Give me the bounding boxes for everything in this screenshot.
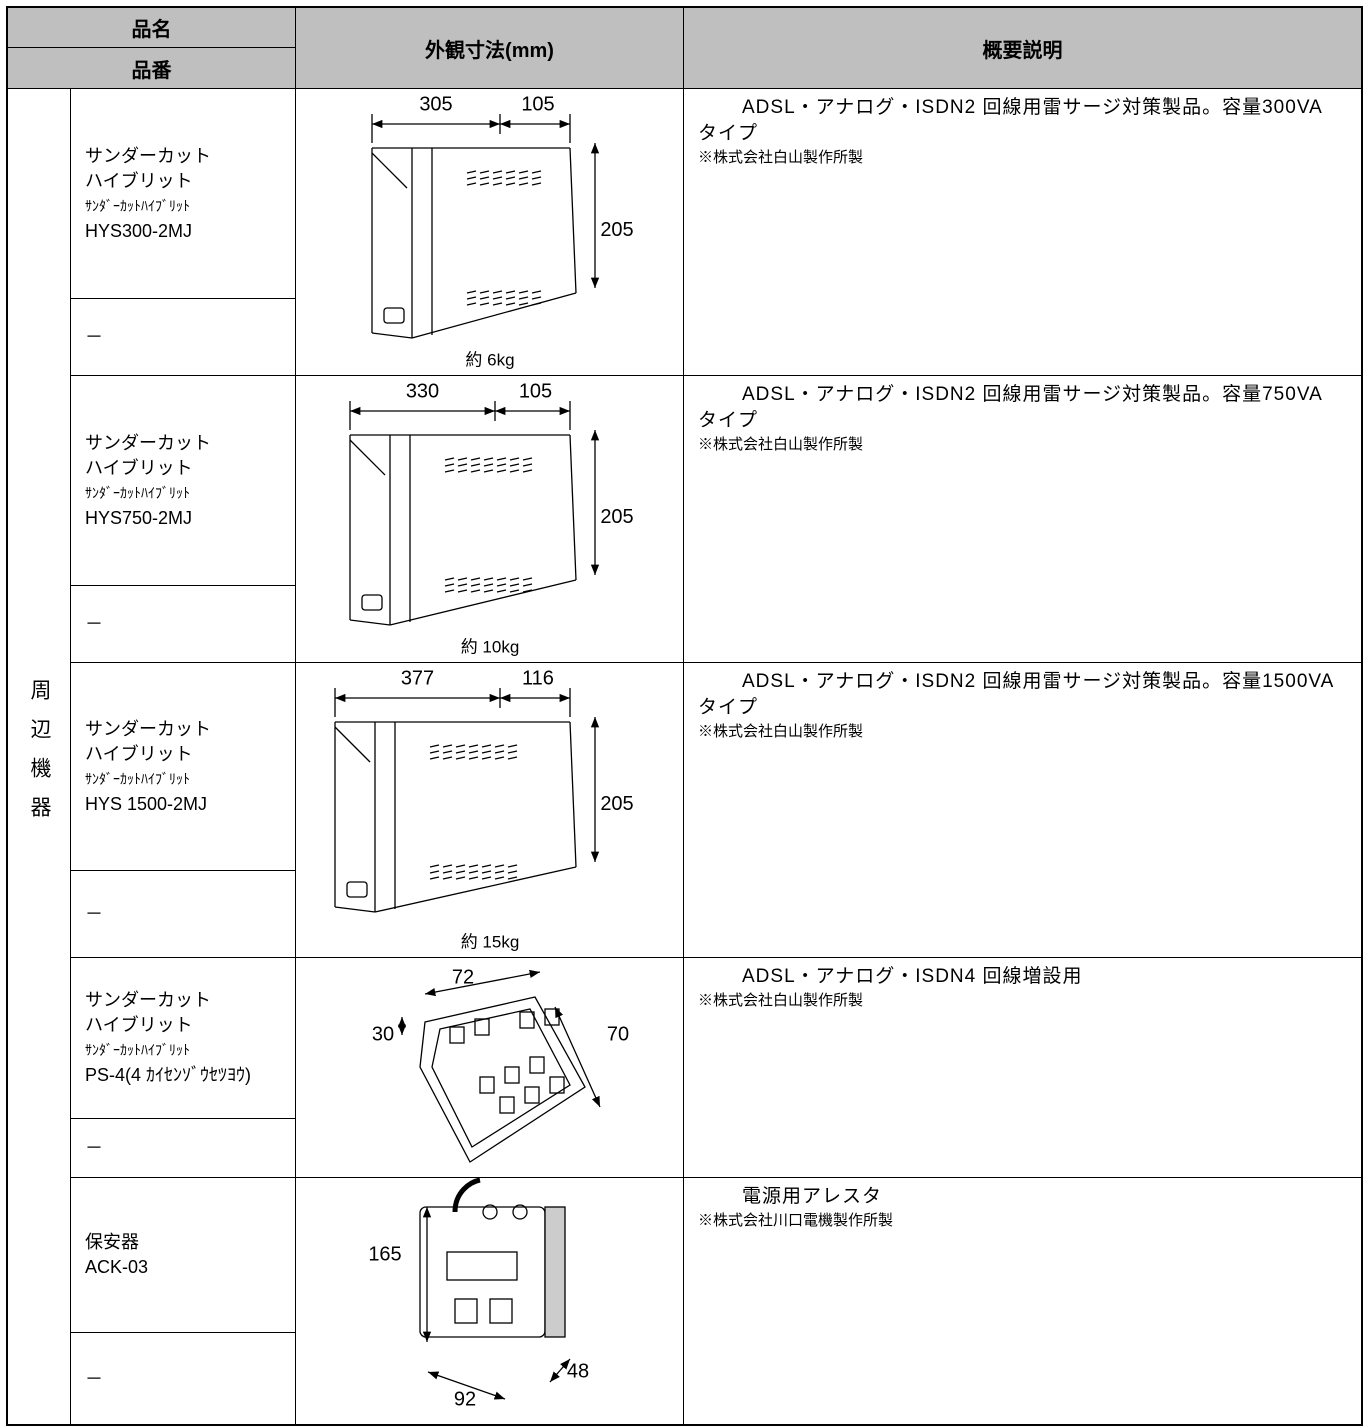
description-line: ※株式会社白山製作所製	[698, 149, 864, 166]
header-description: 概要説明	[683, 7, 1362, 89]
category-cell: 周辺機器	[7, 88, 71, 1425]
name-line: HYS 1500-2MJ	[85, 793, 208, 814]
name-line: ｻﾝﾀﾞｰｶｯﾄﾊｲﾌﾞﾘｯﾄ	[85, 770, 190, 787]
description-line: ※株式会社川口電機製作所製	[698, 1212, 894, 1229]
name-line: サンダーカット	[85, 432, 211, 453]
description-cell: ADSL・アナログ・ISDN2 回線用雷サージ対策製品。容量1500VA タイプ…	[683, 662, 1362, 958]
name-line: ハイブリット	[85, 457, 193, 478]
header-name: 品名	[7, 7, 296, 48]
description-line: ADSL・アナログ・ISDN2 回線用雷サージ対策製品。容量300VA タイプ	[698, 97, 1322, 144]
description-line: ADSL・アナログ・ISDN2 回線用雷サージ対策製品。容量750VA タイプ	[698, 384, 1322, 431]
number-cell: －	[70, 1332, 296, 1426]
name-line: HYS300-2MJ	[85, 220, 193, 241]
description-cell: ADSL・アナログ・ISDN4 回線増設用 ※株式会社白山製作所製	[683, 957, 1362, 1178]
name-line: サンダーカット	[85, 718, 211, 739]
description-line: ※株式会社白山製作所製	[698, 992, 864, 1009]
name-line: ｻﾝﾀﾞｰｶｯﾄﾊｲﾌﾞﾘｯﾄ	[85, 1042, 190, 1058]
number-cell: －	[70, 870, 296, 958]
number-cell: －	[70, 298, 296, 376]
description-cell: ADSL・アナログ・ISDN2 回線用雷サージ対策製品。容量300VA タイプ ※…	[683, 88, 1362, 376]
product-number: －	[85, 1137, 103, 1158]
header-number: 品番	[7, 47, 296, 89]
description-line: 電源用アレスタ	[742, 1186, 883, 1207]
description-cell: ADSL・アナログ・ISDN2 回線用雷サージ対策製品。容量750VA タイプ ※…	[683, 375, 1362, 663]
dimension-cell	[295, 957, 684, 1178]
product-number: －	[85, 1368, 103, 1389]
dimension-cell	[295, 375, 684, 663]
name-line: ハイブリット	[85, 170, 193, 191]
name-line: HYS750-2MJ	[85, 507, 193, 528]
name-cell: サンダーカット ハイブリット ｻﾝﾀﾞｰｶｯﾄﾊｲﾌﾞﾘｯﾄ HYS 1500-2MJ	[70, 662, 296, 871]
product-number: －	[85, 613, 103, 634]
product-number: －	[85, 903, 103, 924]
name-line: 保安器	[85, 1232, 139, 1252]
name-cell: サンダーカット ハイブリット ｻﾝﾀﾞｰｶｯﾄﾊｲﾌﾞﾘｯﾄ HYS750-2MJ	[70, 375, 296, 586]
description-line: ADSL・アナログ・ISDN2 回線用雷サージ対策製品。容量1500VA タイプ	[698, 671, 1334, 718]
name-cell: サンダーカット ハイブリット ｻﾝﾀﾞｰｶｯﾄﾊｲﾌﾞﾘｯﾄ HYS300-2MJ	[70, 88, 296, 299]
name-line: ハイブリット	[85, 743, 193, 764]
name-line: サンダーカット	[85, 990, 211, 1010]
dimension-cell	[295, 88, 684, 376]
name-line: ACK-03	[85, 1257, 149, 1277]
name-line: ハイブリット	[85, 1015, 193, 1035]
product-number: －	[85, 326, 103, 347]
dimension-cell	[295, 662, 684, 958]
description-line: ※株式会社白山製作所製	[698, 723, 864, 740]
name-line: ｻﾝﾀﾞｰｶｯﾄﾊｲﾌﾞﾘｯﾄ	[85, 197, 190, 214]
dimension-cell	[295, 1177, 684, 1426]
name-line: サンダーカット	[85, 145, 211, 166]
name-cell: サンダーカット ハイブリット ｻﾝﾀﾞｰｶｯﾄﾊｲﾌﾞﾘｯﾄ PS-4(4 ｶｲｾﾝｿ…	[70, 957, 296, 1119]
description-line: ADSL・アナログ・ISDN4 回線増設用	[742, 966, 1083, 987]
name-cell: 保安器 ACK-03	[70, 1177, 296, 1333]
description-line: ※株式会社白山製作所製	[698, 436, 864, 453]
number-cell: －	[70, 1118, 296, 1178]
description-cell: 電源用アレスタ ※株式会社川口電機製作所製	[683, 1177, 1362, 1426]
category: 周辺機器	[28, 678, 51, 835]
number-cell: －	[70, 585, 296, 663]
name-line: PS-4(4 ｶｲｾﾝｿﾞｳｾﾂﾖｳ)	[85, 1065, 252, 1085]
name-line: ｻﾝﾀﾞｰｶｯﾄﾊｲﾌﾞﾘｯﾄ	[85, 484, 190, 501]
header-dimensions: 外観寸法(mm)	[295, 7, 684, 89]
